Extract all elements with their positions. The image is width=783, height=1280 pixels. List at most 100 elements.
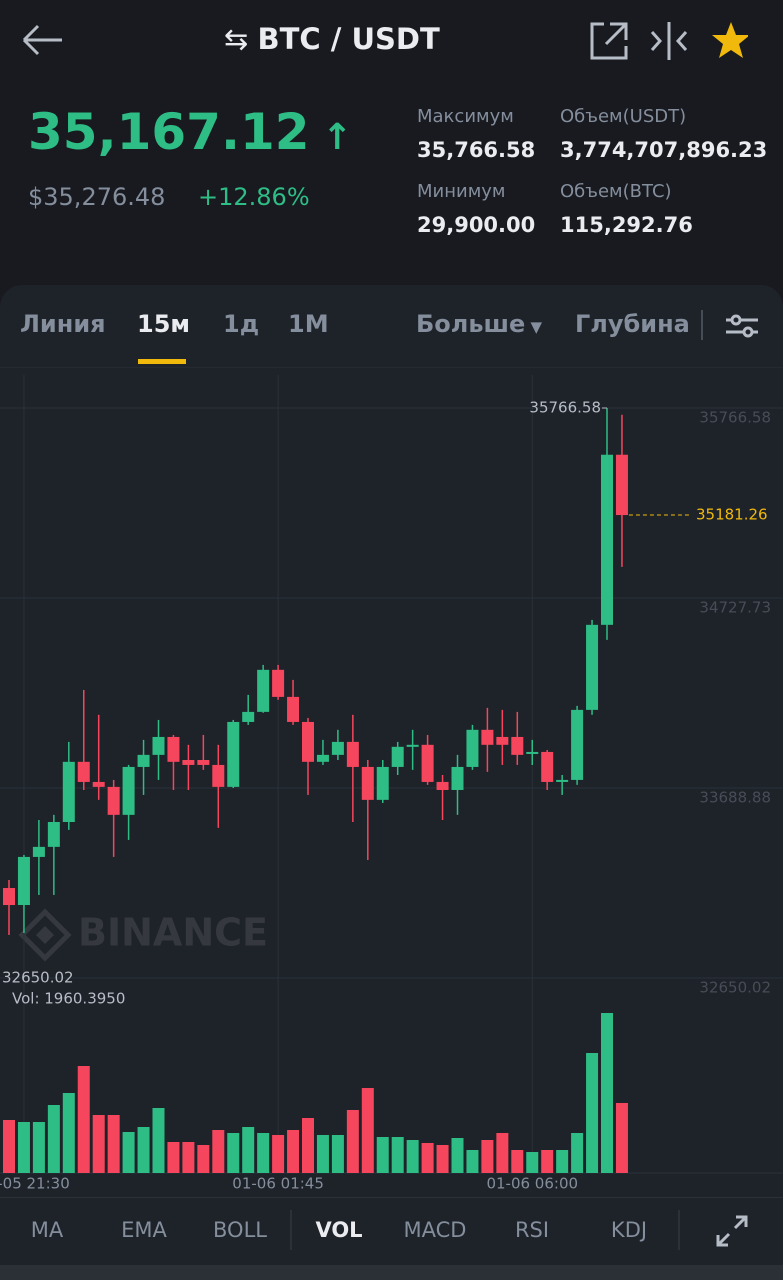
up-arrow: ↑: [309, 117, 353, 158]
favorite-icon[interactable]: [712, 22, 748, 58]
y-tick-label: 34727.73: [699, 598, 771, 616]
volume-bar: [526, 1152, 539, 1173]
volume-bar: [197, 1145, 210, 1173]
volume-bar: [137, 1127, 150, 1173]
volume-bar: [272, 1135, 285, 1173]
tab[interactable]: 1д: [223, 310, 260, 338]
candle-body: [361, 766, 374, 800]
volume-bar: [167, 1142, 180, 1173]
volume-bar: [421, 1143, 434, 1173]
candle-body: [541, 751, 554, 782]
volume-bar: [62, 1093, 75, 1173]
stat-label: Объем(BTC): [560, 181, 672, 202]
settings-icon[interactable]: [724, 310, 762, 342]
candle-body: [511, 736, 524, 755]
x-tick-label: 01-06 01:45: [232, 1175, 324, 1193]
indicator-tab[interactable]: EMA: [121, 1218, 167, 1242]
volume-bar: [17, 1122, 30, 1173]
candle-body: [122, 766, 135, 815]
indicator-tab[interactable]: MACD: [403, 1218, 467, 1242]
tab[interactable]: Линия: [20, 310, 106, 338]
volume-bar: [212, 1130, 225, 1173]
watermark: BINANCE: [78, 911, 268, 955]
candle-body: [526, 751, 539, 754]
compare-icon[interactable]: [650, 22, 688, 60]
stat-value: 35,766.58: [417, 138, 536, 162]
volume-bar: [92, 1115, 105, 1173]
stat-label: Максимум: [417, 106, 514, 127]
candle-body: [212, 764, 225, 787]
indicator-bar: [0, 1197, 783, 1266]
volume-bar: [107, 1115, 120, 1173]
share-icon[interactable]: [590, 22, 628, 60]
y-tick-label: 33688.88: [699, 788, 771, 806]
tab[interactable]: Больше ▼: [416, 310, 542, 338]
swap-icon: ⇆: [224, 22, 258, 56]
last-price: 35,167.12 ↑: [28, 103, 352, 161]
stat-label: Минимум: [417, 181, 506, 202]
candle-body: [197, 759, 210, 765]
volume-bar: [152, 1108, 165, 1173]
candle-body: [421, 744, 434, 782]
pair-title[interactable]: ⇆ BTC / USDT: [224, 22, 440, 56]
volume-bar: [481, 1140, 494, 1173]
candle-body: [406, 744, 419, 747]
candle-body: [601, 454, 613, 625]
volume-bar: [122, 1132, 135, 1173]
volume-bar: [586, 1053, 599, 1173]
tab[interactable]: Глубина: [575, 310, 690, 338]
last-price-label: 35181.26: [696, 506, 768, 524]
candle-body: [376, 766, 389, 800]
candle-body: [615, 454, 628, 516]
volume-bar: [451, 1138, 464, 1173]
candle-body: [316, 754, 329, 762]
candle-body: [436, 781, 449, 790]
low-marker: 32650.02: [2, 969, 74, 987]
volume-bar: [242, 1127, 255, 1173]
y-tick-label: 32650.02: [699, 979, 771, 997]
indicator-tab[interactable]: VOL: [315, 1218, 363, 1242]
volume-bar: [436, 1145, 449, 1173]
tab-underline: [138, 359, 186, 364]
indicator-tab[interactable]: RSI: [514, 1218, 550, 1242]
back-button[interactable]: [20, 22, 66, 58]
dropdown-icon: ▼: [525, 318, 543, 336]
candle-body: [257, 669, 270, 712]
volume-bar: [556, 1150, 569, 1173]
volume-bar: [601, 1013, 613, 1173]
stat-value: 3,774,707,896.23: [560, 138, 768, 162]
candle-body: [571, 709, 584, 780]
candle-body: [17, 856, 30, 906]
tab-label: Больше: [416, 310, 526, 338]
volume-bar: [257, 1133, 270, 1173]
separator: [678, 1210, 680, 1250]
volume-bar: [302, 1118, 314, 1173]
candle-body: [481, 729, 494, 745]
candle-body: [466, 729, 479, 767]
volume-bar: [287, 1130, 300, 1173]
volume-bar: [541, 1150, 554, 1173]
tab[interactable]: 1М: [288, 310, 329, 338]
fullscreen-icon[interactable]: [716, 1215, 748, 1247]
watermark-logo: [18, 908, 72, 962]
indicator-tab[interactable]: KDJ: [610, 1218, 648, 1242]
candle-body: [242, 711, 255, 722]
stat-value: 115,292.76: [560, 213, 693, 237]
x-tick-label: 01-05 21:30: [0, 1175, 70, 1193]
indicator-tab[interactable]: MA: [30, 1218, 64, 1242]
candle-body: [586, 624, 599, 710]
stat-value: 29,900.00: [417, 213, 536, 237]
candle-body: [227, 721, 240, 787]
tab-active[interactable]: 15м: [137, 310, 191, 338]
indicator-tab[interactable]: BOLL: [213, 1218, 267, 1242]
candle-body: [167, 736, 180, 762]
x-tick-label: 01-06 06:00: [486, 1175, 578, 1193]
volume-bar: [182, 1142, 195, 1173]
volume-bar: [3, 1120, 15, 1173]
separator: [290, 1210, 292, 1250]
volume-bar: [511, 1150, 524, 1173]
candle-body: [77, 761, 90, 782]
volume-bar: [346, 1110, 359, 1173]
stat-label: Объем(USDT): [560, 106, 687, 127]
